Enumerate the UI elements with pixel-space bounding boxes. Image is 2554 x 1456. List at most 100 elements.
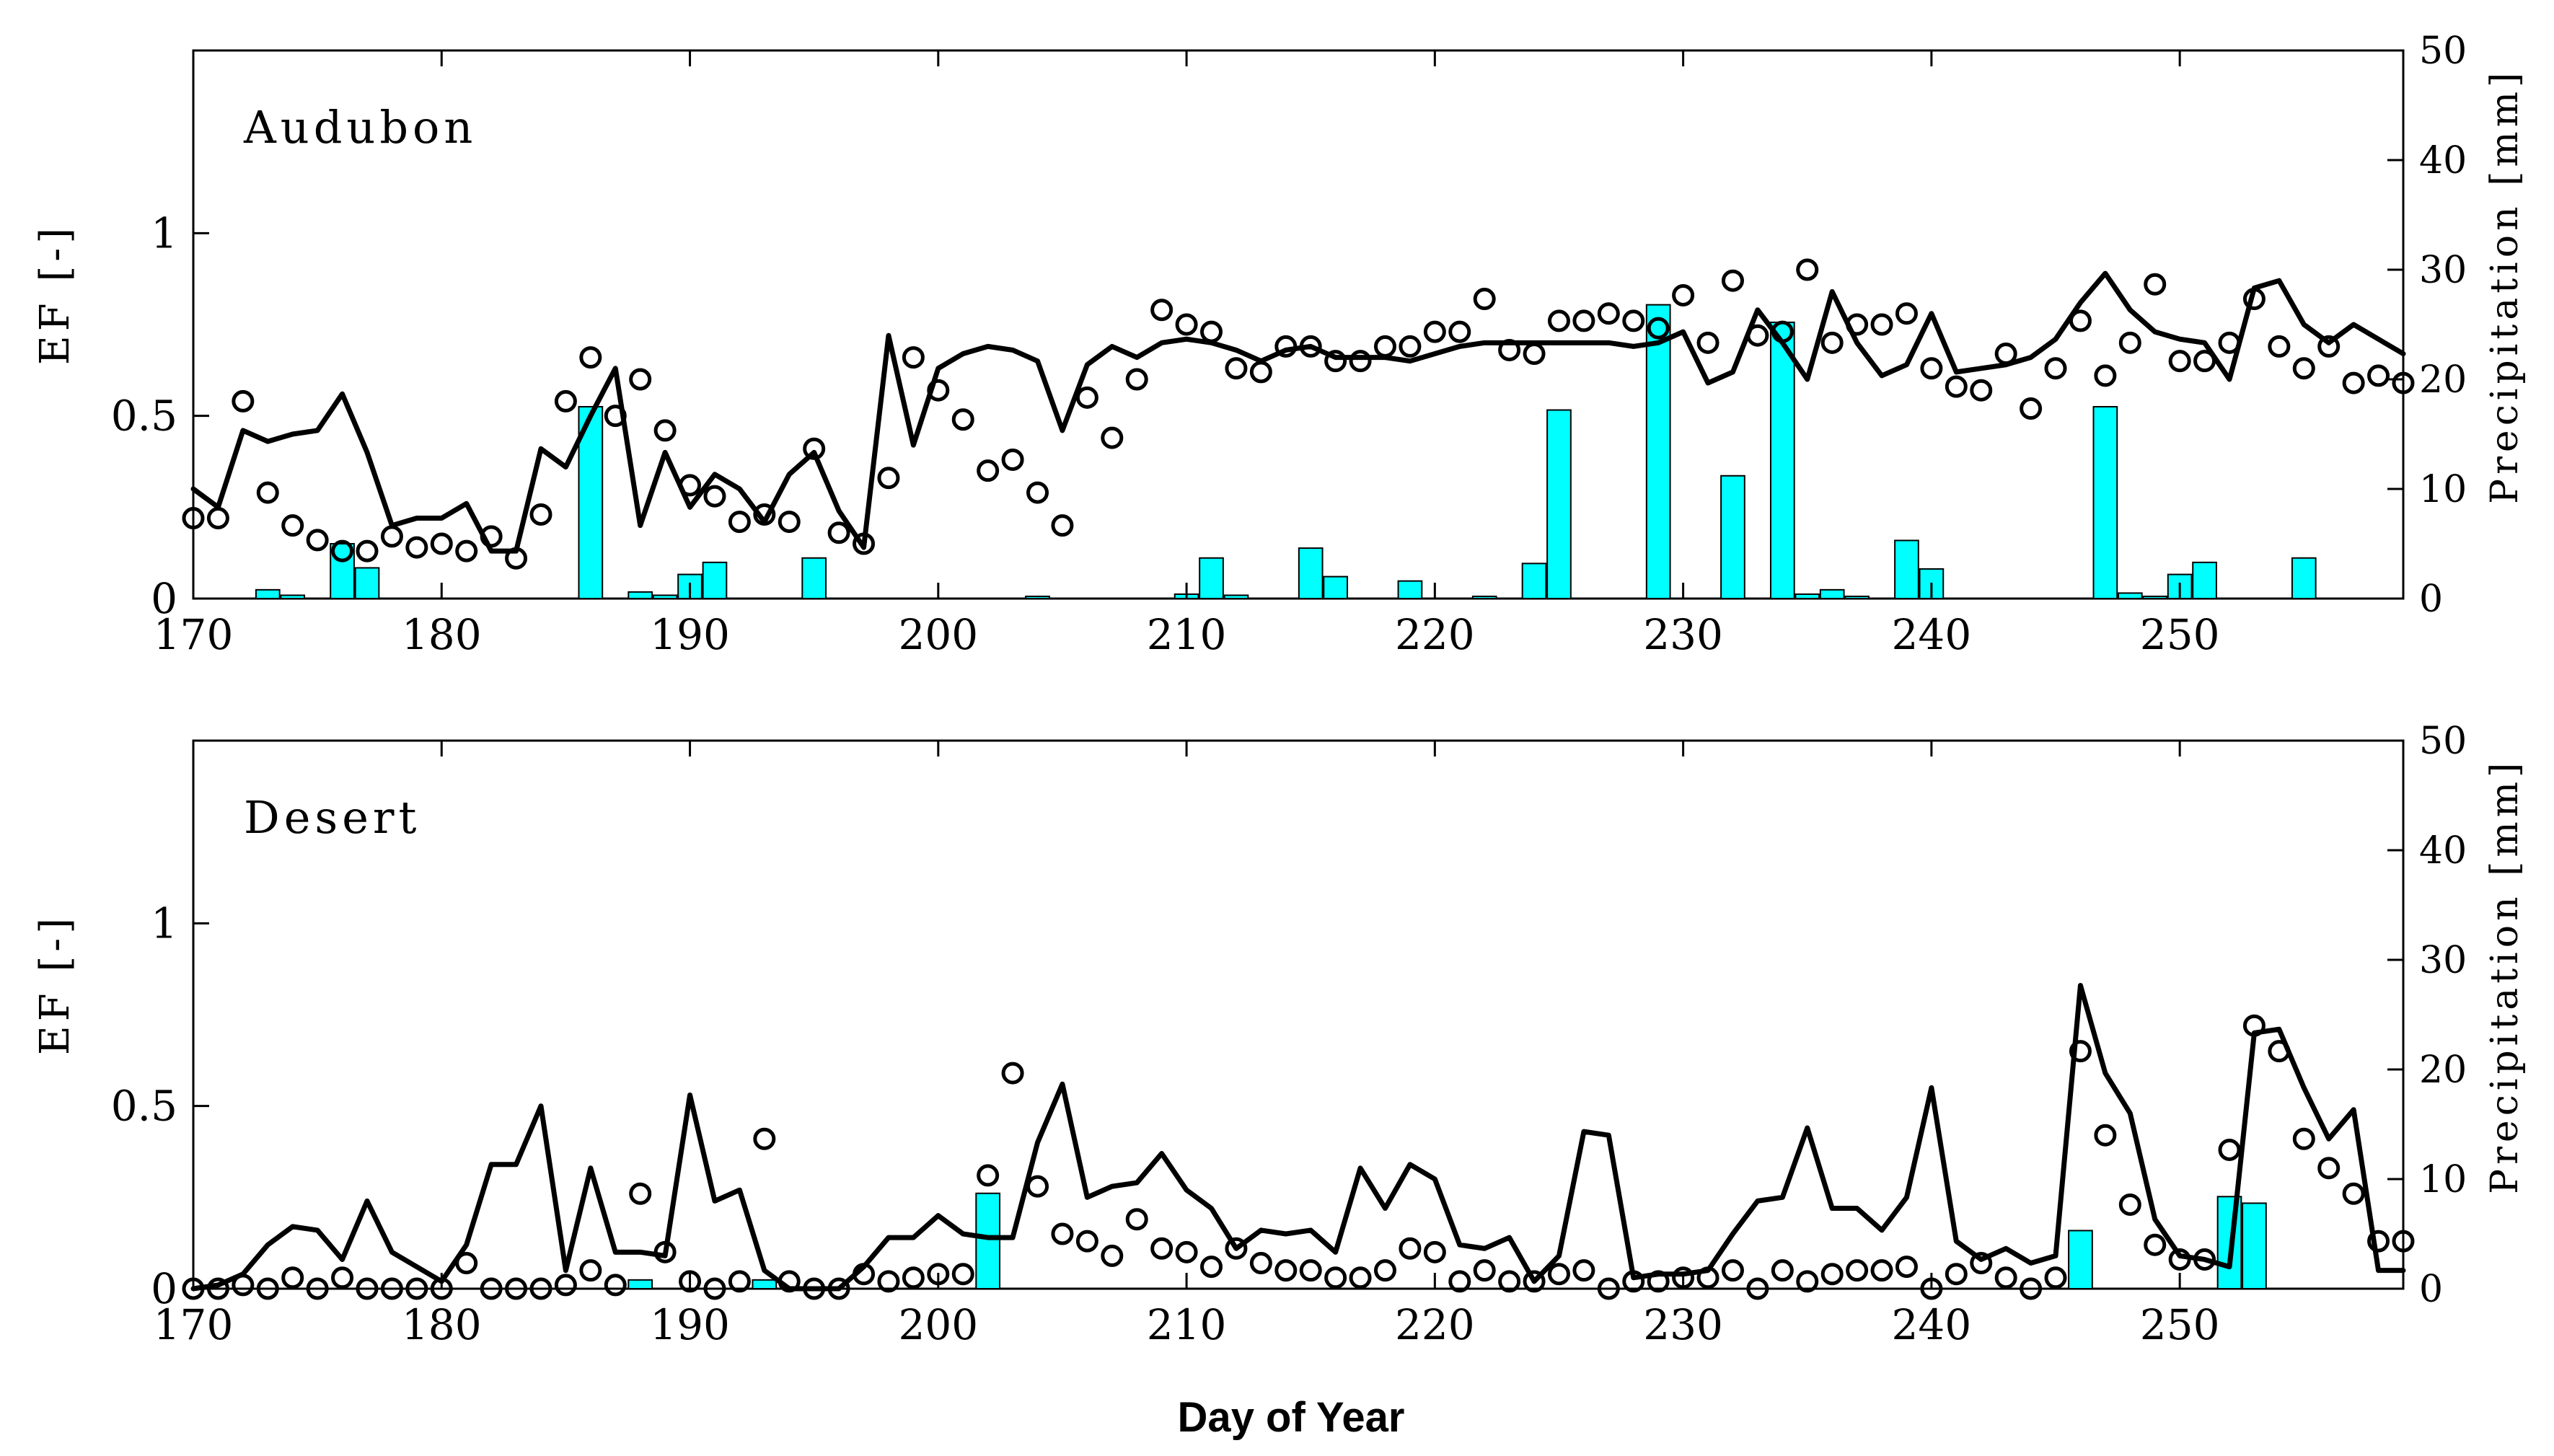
- ef-observed-point: [902, 1266, 925, 1289]
- ef-observed-point: [1324, 350, 1347, 373]
- precipitation-bar: [1397, 580, 1423, 599]
- y-right-tick-label: 30: [2419, 939, 2467, 982]
- ef-observed-point: [1523, 343, 1546, 366]
- ef-observed-point: [1125, 368, 1148, 391]
- ef-observed-point: [1970, 1252, 1993, 1275]
- precipitation-bar: [975, 1192, 1001, 1290]
- ef-observed-point: [853, 1263, 876, 1286]
- ef-observed-point: [1547, 309, 1570, 332]
- ef-observed-point: [2144, 1233, 2167, 1256]
- ef-observed-point: [306, 529, 329, 552]
- ef-observed-point: [951, 1263, 974, 1286]
- x-axis-label: Day of Year: [1178, 1394, 1405, 1441]
- ef-observed-point: [1299, 1259, 1322, 1282]
- x-tick-label: 210: [1147, 1300, 1227, 1349]
- precipitation-bar: [1645, 304, 1671, 599]
- precipitation-bar: [752, 1279, 778, 1289]
- panel-desert: 170 180 190 200 210 220 230 240 250 00.51 010203…: [32, 720, 2527, 1349]
- ef-observed-point: [1820, 1263, 1844, 1286]
- ef-observed-point: [2193, 350, 2216, 373]
- ef-observed-point: [927, 379, 950, 402]
- ef-observed-point: [2218, 331, 2241, 354]
- ef-observed-point: [2242, 288, 2265, 311]
- ef-observed-point: [827, 521, 850, 544]
- ef-observed-point: [1051, 1222, 1074, 1245]
- ef-observed-point: [951, 408, 974, 431]
- y-right-tick-label: 0: [2419, 1268, 2443, 1311]
- precipitation-bar: [1720, 475, 1745, 600]
- ef-observed-point: [1448, 1270, 1471, 1293]
- ef-observed-point: [405, 1277, 428, 1300]
- y-axis-label-right: Precipitation [mm]: [2483, 69, 2527, 504]
- ef-observed-point: [2367, 1230, 2390, 1253]
- precipitation-bar: [1894, 539, 1919, 599]
- ef-observed-point: [1498, 338, 1521, 361]
- ef-observed-point: [579, 1259, 602, 1282]
- ef-observed-point: [1547, 1263, 1570, 1286]
- ef-observed-point: [1572, 309, 1595, 332]
- y-right-tick-label: 50: [2419, 720, 2467, 763]
- ef-observed-point: [356, 539, 379, 562]
- y-right-axis-ticks: 0 10 20 30 40 50: [2387, 30, 2467, 621]
- ef-observed-point: [778, 1270, 801, 1293]
- ef-observed-point: [380, 525, 403, 548]
- x-tick-label: 240: [1892, 610, 1972, 659]
- precipitation-bar: [1795, 593, 1820, 599]
- ef-observed-point: [2069, 309, 2092, 332]
- ef-observed-point: [902, 346, 925, 369]
- ef-model-line-group: [190, 270, 2406, 554]
- precipitation-bar: [2068, 1230, 2093, 1289]
- x-tick-label: 200: [898, 610, 978, 659]
- ef-observed-point: [2317, 335, 2341, 358]
- ef-observed-point: [827, 1277, 850, 1300]
- ef-observed-point: [1771, 320, 1794, 343]
- ef-observed-point: [653, 1240, 677, 1263]
- ef-observed-point: [1796, 258, 1819, 281]
- ef-observed-point: [1225, 357, 1248, 380]
- ef-observed-point: [1746, 324, 1769, 347]
- ef-observed-point: [2118, 1193, 2141, 1216]
- ef-observed-point: [1895, 302, 1918, 325]
- ef-observed-point: [728, 1270, 751, 1293]
- ef-observed-point: [1274, 335, 1298, 358]
- y-right-tick-label: 50: [2419, 30, 2467, 73]
- y-left-axis-ticks: 00.51: [111, 208, 209, 623]
- precipitation-bar: [628, 591, 653, 600]
- x-tick-label: 170: [154, 610, 234, 659]
- precipitation-bar: [354, 567, 380, 600]
- ef-observed-point: [1920, 357, 1943, 380]
- ef-observed-point: [2367, 364, 2390, 387]
- y-left-axis-ticks: 00.51: [111, 899, 209, 1313]
- ef-observed-point: [1498, 1270, 1521, 1293]
- y-right-tick-label: 10: [2419, 468, 2467, 511]
- ef-observed-point: [1399, 1237, 1422, 1260]
- ef-observed-point: [2044, 1266, 2067, 1289]
- ef-observed-point: [604, 1274, 627, 1297]
- ef-observed-point: [579, 346, 602, 369]
- ef-observed-point: [753, 503, 776, 526]
- ef-observed-point: [1870, 313, 1893, 336]
- ef-observed-point: [604, 405, 627, 428]
- ef-observed-point: [877, 1270, 900, 1293]
- ef-observed-point: [1696, 1266, 1719, 1289]
- ef-observed-point: [1026, 1175, 1049, 1198]
- y-right-tick-label: 20: [2419, 1049, 2467, 1092]
- ef-observed-point: [2144, 273, 2167, 296]
- ef-observed-point: [1994, 343, 2017, 366]
- ef-observed-point: [803, 1277, 826, 1300]
- precipitation-bar: [2242, 1202, 2267, 1289]
- ef-observed-point: [1373, 1259, 1396, 1282]
- precipitation-bars: [628, 1192, 2267, 1290]
- ef-observed-point: [2292, 1127, 2315, 1150]
- ef-observed-point: [281, 1266, 304, 1289]
- ef-observed-point: [480, 525, 503, 548]
- ef-observed-point: [1523, 1270, 1546, 1293]
- ef-observed-point: [703, 1277, 726, 1300]
- x-tick-label: 230: [1643, 610, 1723, 659]
- x-tick-label: 180: [402, 1300, 482, 1349]
- ef-observed-point: [529, 503, 552, 526]
- precipitation-bar: [2092, 406, 2118, 599]
- ef-observed-point: [1101, 1244, 1124, 1267]
- ef-observed-point: [1225, 1237, 1248, 1260]
- x-tick-label: 220: [1395, 1300, 1475, 1349]
